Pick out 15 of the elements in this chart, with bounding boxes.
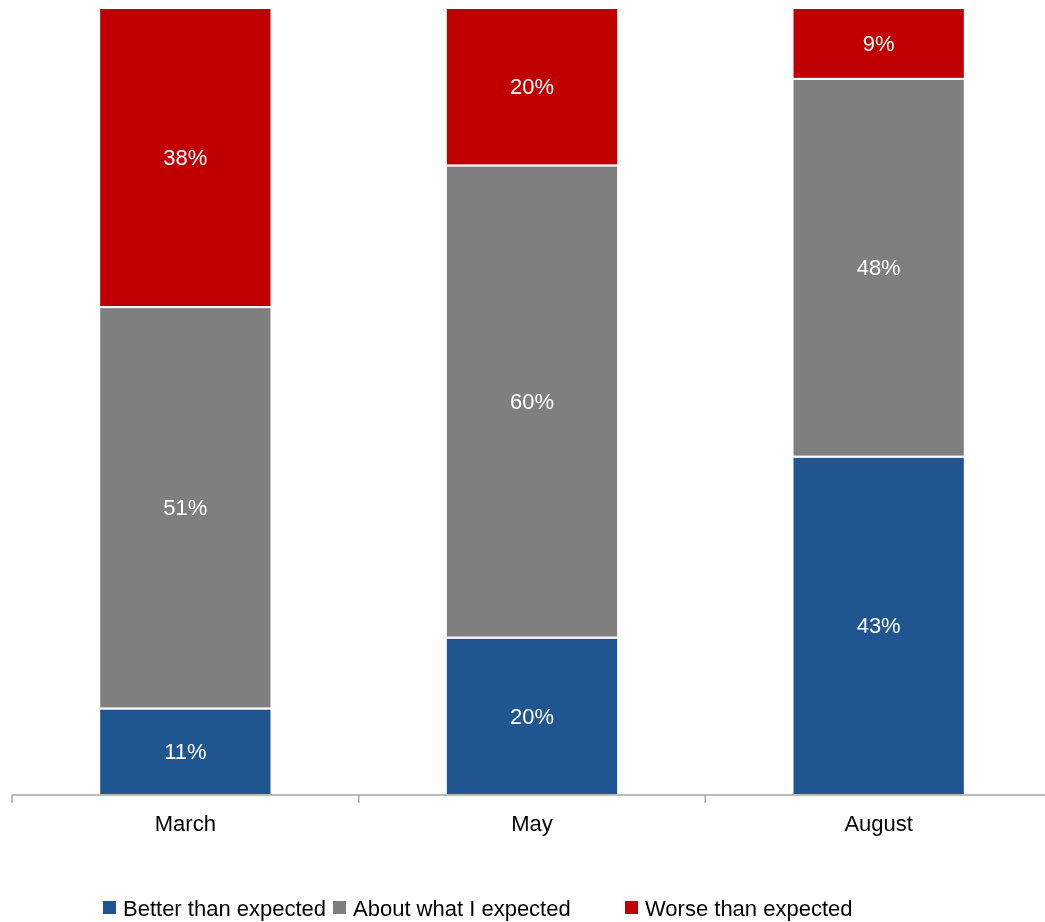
legend-label: Worse than expected [645, 895, 853, 921]
data-label: 20% [509, 704, 555, 729]
x-tick-label: August [844, 810, 913, 836]
legend-label: About what I expected [353, 895, 571, 921]
x-tick-label: May [511, 810, 553, 836]
data-label: 38% [163, 145, 208, 171]
data-label: 48% [856, 255, 901, 281]
data-label: 43% [856, 613, 901, 639]
x-tick-label: March [154, 810, 216, 836]
data-label: 20% [509, 74, 555, 100]
data-label: 11% [164, 739, 207, 765]
data-label: 51% [163, 495, 208, 521]
data-label: 60% [509, 389, 555, 415]
data-label: 9% [862, 31, 895, 57]
legend-label: Better than expected [123, 895, 327, 921]
